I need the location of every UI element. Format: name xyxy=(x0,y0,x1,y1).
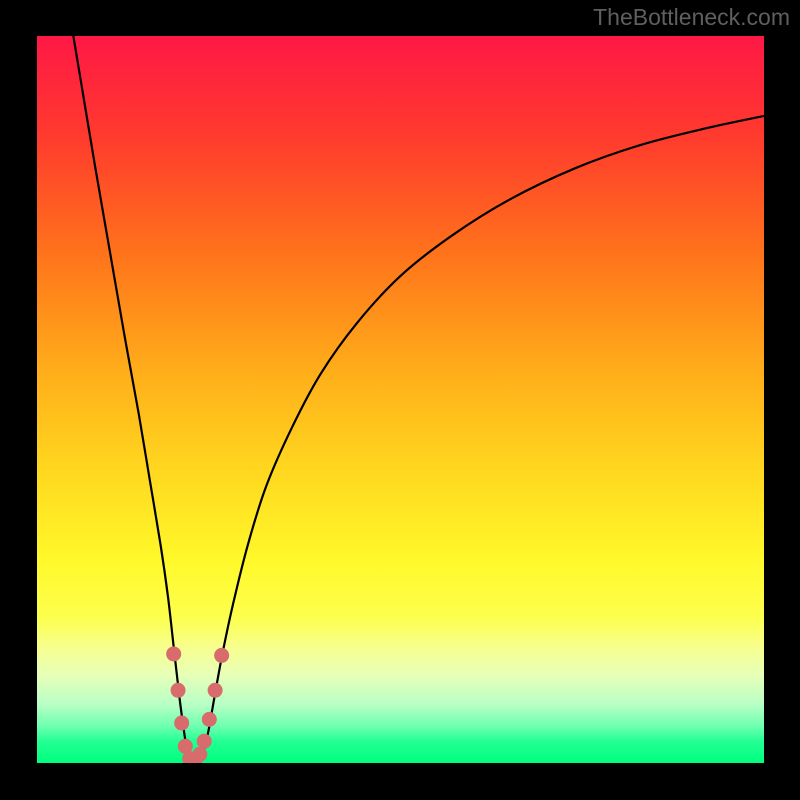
curve-marker xyxy=(171,683,186,698)
curve-marker xyxy=(166,646,181,661)
curve-marker xyxy=(197,734,212,749)
curve-marker xyxy=(202,712,217,727)
chart-container: TheBottleneck.com xyxy=(0,0,800,800)
curve-marker xyxy=(174,716,189,731)
curve-marker xyxy=(214,648,229,663)
watermark-text: TheBottleneck.com xyxy=(593,4,790,31)
curve-marker xyxy=(192,747,207,762)
plot-area xyxy=(37,36,764,763)
curve-marker xyxy=(208,683,223,698)
curve-layer xyxy=(37,36,764,763)
